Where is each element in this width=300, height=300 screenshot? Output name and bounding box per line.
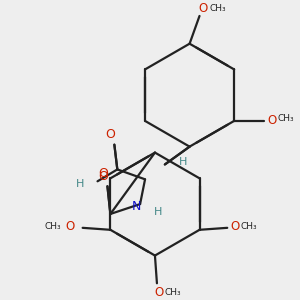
Text: CH₃: CH₃ <box>209 4 226 13</box>
Text: O: O <box>154 286 164 299</box>
Text: O: O <box>267 114 276 128</box>
Text: H: H <box>154 207 162 217</box>
Text: O: O <box>65 220 75 233</box>
Text: CH₃: CH₃ <box>164 288 181 297</box>
Text: CH₃: CH₃ <box>278 114 294 123</box>
Text: CH₃: CH₃ <box>44 222 61 231</box>
Text: O: O <box>199 2 208 14</box>
Text: O: O <box>98 167 108 180</box>
Text: O: O <box>98 170 108 183</box>
Text: O: O <box>231 220 240 233</box>
Text: O: O <box>106 128 115 141</box>
Text: CH₃: CH₃ <box>241 222 257 231</box>
Text: H: H <box>178 158 187 167</box>
Text: H: H <box>76 179 84 189</box>
Text: N: N <box>131 200 141 212</box>
